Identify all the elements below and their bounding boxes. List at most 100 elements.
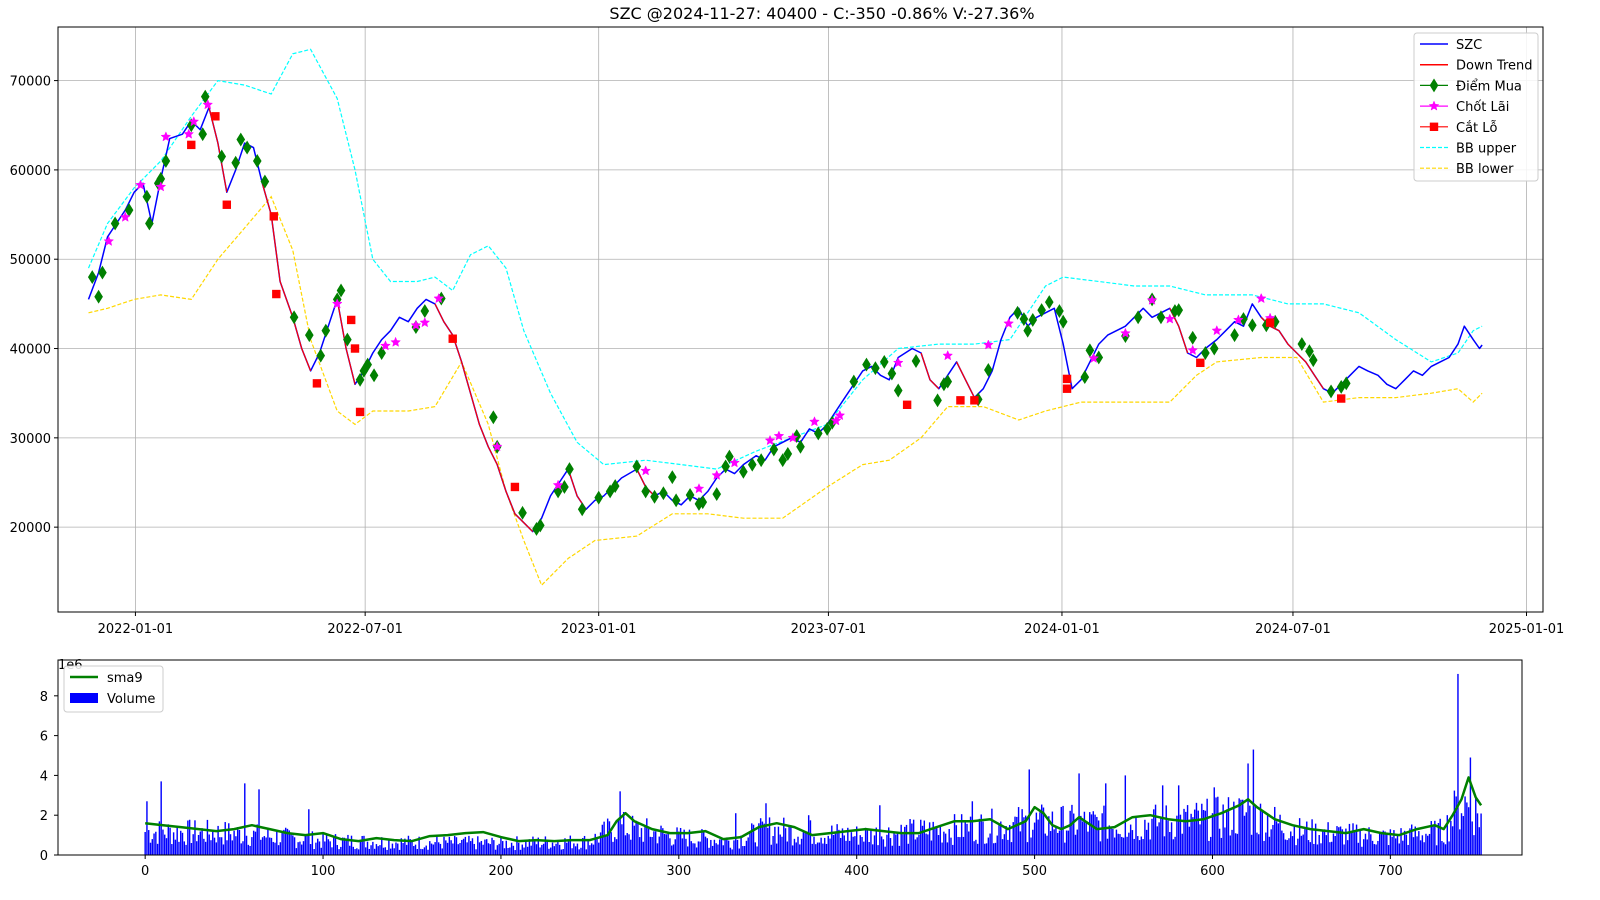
volume-bar xyxy=(551,842,554,855)
volume-bar xyxy=(174,839,177,855)
stop-loss-marker xyxy=(956,396,965,405)
volume-bar xyxy=(466,842,468,855)
volume-bar xyxy=(208,834,210,855)
volume-bar xyxy=(242,841,244,855)
volume-bar xyxy=(692,843,694,855)
volume-bar xyxy=(468,835,470,855)
buy-marker xyxy=(862,357,871,372)
volume-bar xyxy=(432,844,435,855)
take-profit-marker xyxy=(1088,352,1100,363)
volume-bar xyxy=(1042,807,1045,855)
buy-marker xyxy=(377,346,386,360)
volume-bar xyxy=(681,838,684,855)
buy-marker xyxy=(145,216,154,231)
volume-bar xyxy=(183,841,186,855)
volume-bar xyxy=(614,837,616,855)
volume-bar xyxy=(936,827,938,855)
legend-label: Down Trend xyxy=(1456,59,1533,74)
volume-bar xyxy=(610,832,612,855)
volume-bar xyxy=(386,849,388,855)
volume-bar xyxy=(756,846,758,855)
volume-bar xyxy=(973,841,975,855)
buy-marker xyxy=(110,216,120,231)
volume-bar xyxy=(512,845,515,855)
volume-bar xyxy=(204,841,207,855)
volume-x-tick-label: 700 xyxy=(1378,864,1403,879)
volume-bar xyxy=(340,846,342,855)
volume-bar xyxy=(985,843,988,855)
volume-bar xyxy=(667,832,669,855)
volume-bar xyxy=(318,841,321,855)
buy-marker xyxy=(343,332,352,347)
volume-bar xyxy=(155,831,157,855)
volume-bar xyxy=(448,836,451,855)
volume-bar xyxy=(1108,825,1111,855)
take-profit-marker xyxy=(433,292,445,304)
volume-bar xyxy=(1233,801,1235,855)
volume-legend-entry: Volume xyxy=(70,692,155,707)
stop-loss-marker xyxy=(1062,384,1072,393)
take-profit-marker xyxy=(135,179,146,190)
volume-bar xyxy=(818,842,821,855)
buy-marker xyxy=(778,453,788,468)
volume-bar xyxy=(710,839,712,855)
volume-bar xyxy=(391,843,394,855)
volume-bar xyxy=(1386,832,1388,855)
bb-upper-line xyxy=(87,48,1483,470)
volume-bar xyxy=(487,843,490,855)
volume-bar xyxy=(165,838,168,855)
volume-bar xyxy=(263,836,266,855)
volume-bar xyxy=(921,825,924,855)
volume-bar xyxy=(151,839,153,855)
buy-marker xyxy=(1019,312,1029,327)
volume-bar xyxy=(1434,820,1436,855)
volume-bar xyxy=(952,844,954,855)
volume-bar xyxy=(1185,811,1187,855)
buy-marker xyxy=(1037,303,1046,318)
buy-marker xyxy=(236,132,246,147)
volume-bar xyxy=(201,828,203,855)
volume-bar xyxy=(1382,830,1384,855)
volume-bar xyxy=(1396,834,1399,855)
volume-bar xyxy=(802,832,805,855)
volume-bar xyxy=(635,820,637,855)
volume-bar xyxy=(1327,822,1329,855)
volume-bar xyxy=(1256,832,1258,855)
volume-bar xyxy=(1334,836,1336,855)
volume-bar xyxy=(336,845,338,855)
volume-bar xyxy=(804,831,806,855)
volume-bar xyxy=(1081,821,1084,855)
volume-bar xyxy=(1428,833,1431,855)
volume-x-tick-label: 300 xyxy=(666,864,691,879)
legend-entry: Điểm Mua xyxy=(1420,78,1522,94)
volume-bar xyxy=(743,846,746,855)
volume-bar xyxy=(831,825,833,855)
stop-loss-marker xyxy=(1336,394,1346,403)
volume-bar xyxy=(569,835,572,855)
volume-bar xyxy=(928,822,931,855)
volume-bar xyxy=(1341,829,1344,855)
volume-bar xyxy=(1268,836,1271,855)
volume-bar xyxy=(1129,824,1132,855)
buy-marker xyxy=(933,393,942,408)
down-trend-segment xyxy=(336,299,356,385)
volume-bar xyxy=(770,844,773,855)
volume-bar xyxy=(1313,843,1315,855)
buy-marker xyxy=(1023,323,1033,338)
volume-bar xyxy=(1370,834,1372,855)
volume-bar xyxy=(1010,842,1013,855)
volume-bar xyxy=(631,815,634,855)
volume-bar xyxy=(994,842,997,855)
volume-bar xyxy=(939,826,942,855)
volume-bar xyxy=(1377,840,1379,855)
volume-bar xyxy=(1418,831,1420,855)
volume-bar xyxy=(813,836,815,855)
take-profit-marker xyxy=(711,469,723,480)
volume-bar xyxy=(574,846,577,855)
volume-bar xyxy=(389,848,392,855)
buy-marker xyxy=(1013,305,1022,320)
volume-bar xyxy=(343,837,346,855)
volume-bar xyxy=(1201,803,1203,855)
volume-bar xyxy=(704,836,707,855)
volume-bar xyxy=(215,842,218,855)
